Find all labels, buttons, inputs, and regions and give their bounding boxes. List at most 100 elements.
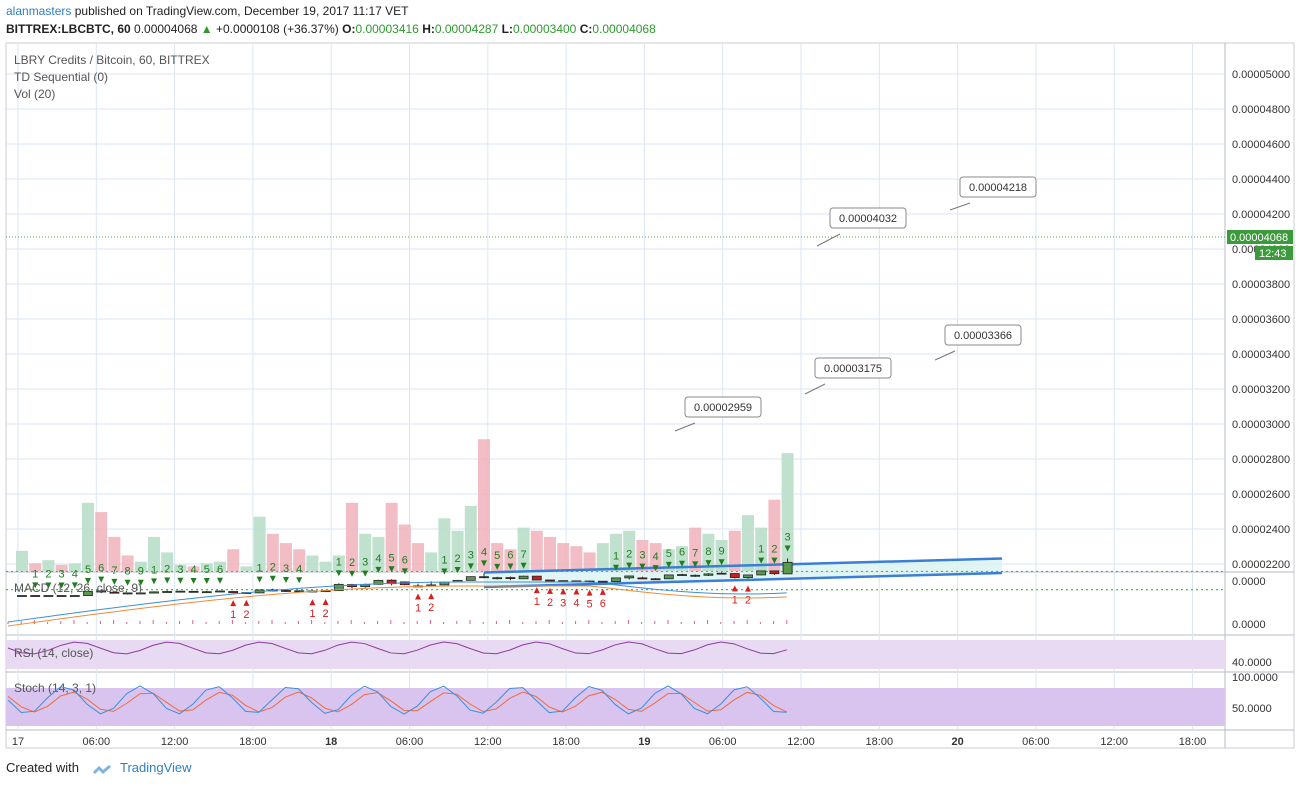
- pane-legend-label: Vol (20): [14, 87, 55, 101]
- td-count-label: 3: [283, 563, 289, 575]
- volume-bar: [649, 543, 662, 571]
- tradingview-logo-icon: [92, 764, 111, 774]
- candle-body: [465, 576, 476, 581]
- volume-bar: [702, 533, 715, 571]
- td-count-label: 6: [507, 549, 513, 561]
- td-up-arrow-icon: [230, 600, 237, 607]
- td-count-label: 1: [309, 608, 315, 620]
- candle-body: [109, 591, 120, 594]
- td-down-arrow-icon: [269, 575, 276, 582]
- price-callout-box: [944, 324, 1022, 346]
- time-tick-label: 20: [951, 736, 963, 748]
- td-down-arrow-icon: [692, 561, 699, 568]
- tradingview-link[interactable]: TradingView: [120, 760, 192, 775]
- volume-bar: [491, 543, 504, 571]
- volume-bar: [544, 536, 556, 571]
- volume-bar: [623, 530, 636, 571]
- volume-bar: [214, 561, 226, 571]
- td-down-arrow-icon: [467, 563, 474, 570]
- td-down-arrow-icon: [283, 576, 289, 583]
- volume-bar: [332, 555, 345, 571]
- volume-bar: [517, 527, 530, 571]
- td-up-arrow-icon: [322, 599, 329, 606]
- candle-body: [545, 579, 555, 582]
- open-value: 0.00003416: [355, 22, 419, 36]
- td-up-arrow-icon: [243, 599, 250, 606]
- time-tick-label: 12:00: [787, 736, 815, 748]
- td-count-label: 3: [59, 569, 65, 581]
- td-down-arrow-icon: [784, 545, 791, 552]
- td-count-label: 1: [415, 602, 421, 614]
- td-up-arrow-icon: [599, 588, 606, 595]
- candle-body: [597, 580, 608, 583]
- td-count-label: 2: [164, 563, 170, 575]
- td-count-label: 5: [494, 550, 500, 562]
- volume-bar: [121, 555, 134, 571]
- td-count-label: 6: [600, 598, 606, 610]
- volume-bar: [108, 536, 121, 571]
- td-down-arrow-icon: [98, 576, 105, 583]
- volume-bar: [451, 530, 464, 571]
- td-count-label: 4: [481, 546, 487, 558]
- candle-body: [373, 579, 384, 585]
- td-down-arrow-icon: [454, 566, 461, 573]
- td-count-label: 3: [362, 557, 368, 569]
- td-count-label: 1: [257, 563, 263, 575]
- price-tick-label: 0.00002600: [1232, 489, 1290, 501]
- candle-body: [716, 572, 727, 575]
- price-tick-label: 0.00003400: [1232, 349, 1290, 361]
- price-tick-label: 0.00003000: [1232, 419, 1290, 431]
- td-up-arrow-icon: [533, 587, 540, 594]
- volume-bar: [425, 552, 438, 571]
- publish-header: alanmasters published on TradingView.com…: [6, 4, 408, 18]
- price-tick-label: 0.00003600: [1232, 314, 1290, 326]
- author-link[interactable]: alanmasters: [6, 4, 72, 18]
- td-count-label: 2: [270, 562, 276, 574]
- td-up-arrow-icon: [428, 593, 435, 600]
- td-down-arrow-icon: [85, 577, 91, 584]
- volume-bar: [148, 536, 160, 571]
- pane-legend-label: TD Sequential (0): [14, 70, 108, 84]
- stoch-axis-label: 50.0000: [1232, 703, 1272, 715]
- time-tick-label: 18:00: [866, 736, 894, 748]
- price-tick-label: 0.00002400: [1232, 524, 1290, 536]
- time-tick-label: 06:00: [1022, 736, 1050, 748]
- callout-leader: [934, 350, 956, 361]
- volume-bar: [240, 566, 253, 571]
- volume-bar: [742, 515, 754, 571]
- time-tick-label: 18:00: [552, 736, 580, 748]
- candle-body: [663, 574, 674, 580]
- td-count-label: 3: [177, 564, 183, 576]
- rsi-legend-label: RSI (14, close): [14, 646, 93, 660]
- td-count-label: 2: [455, 553, 461, 565]
- price-callout-label: 0.00002959: [694, 402, 752, 414]
- volume-bar: [55, 564, 68, 571]
- volume-bar: [478, 439, 490, 571]
- td-count-label: 4: [375, 553, 381, 565]
- td-count-label: 6: [402, 554, 408, 566]
- td-down-arrow-icon: [639, 563, 646, 570]
- volume-bar: [662, 549, 675, 571]
- td-down-arrow-icon: [507, 563, 514, 570]
- price-callout-box: [814, 357, 892, 379]
- td-down-arrow-icon: [71, 582, 78, 589]
- td-down-arrow-icon: [705, 560, 712, 567]
- volume-bar: [266, 533, 279, 571]
- td-down-arrow-icon: [665, 561, 672, 568]
- price-tick-label: 0.00004800: [1232, 104, 1290, 116]
- volume-bar: [755, 527, 768, 571]
- td-count-label: 6: [98, 563, 104, 575]
- td-count-label: 4: [573, 598, 579, 610]
- td-count-label: 2: [771, 544, 777, 556]
- td-count-label: 4: [653, 551, 659, 563]
- candle-body: [188, 590, 199, 593]
- td-count-label: 3: [639, 550, 645, 562]
- close-value: 0.00004068: [592, 22, 656, 36]
- candle-body: [637, 577, 648, 580]
- volume-bar: [610, 533, 622, 571]
- time-tick-label: 18:00: [239, 736, 267, 748]
- td-down-arrow-icon: [375, 566, 382, 573]
- time-tick-label: 18: [325, 736, 337, 748]
- volume-bar: [768, 499, 781, 571]
